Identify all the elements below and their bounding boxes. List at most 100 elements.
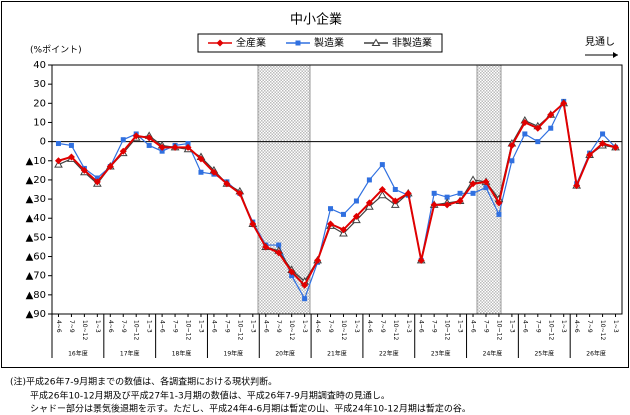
marker	[55, 141, 61, 147]
marker	[371, 38, 381, 46]
y-tick-label: ▲60	[26, 252, 46, 263]
year-label: 24年度	[483, 350, 503, 358]
marker	[534, 124, 542, 132]
y-tick-label: 30	[33, 79, 46, 90]
x-tick-label: 7~9	[120, 320, 127, 333]
marker	[430, 201, 438, 209]
marker	[391, 197, 399, 205]
marker	[339, 226, 347, 234]
marker	[289, 273, 295, 279]
x-tick-label: 10~12	[340, 320, 347, 340]
note: (注)平成26年7-9月期までの数値は、各調査期における現状判断。	[10, 376, 277, 388]
x-tick-label: 7~9	[586, 320, 593, 333]
x-tick-label: 1~3	[612, 320, 619, 333]
marker	[249, 220, 257, 228]
x-tick-label: 4~6	[470, 320, 477, 333]
marker	[120, 137, 126, 143]
chart-title: 中小企業	[290, 12, 342, 28]
marker	[216, 39, 224, 47]
x-tick-label: 1~3	[301, 320, 308, 333]
marker	[444, 194, 450, 200]
marker	[145, 134, 153, 142]
x-tick-label: 1~3	[197, 320, 204, 333]
x-tick-label: 1~3	[560, 320, 567, 333]
y-tick-label: 40	[33, 60, 46, 71]
marker	[483, 185, 489, 191]
marker	[508, 141, 516, 149]
x-tick-label: 10~12	[444, 320, 451, 340]
x-tick-label: 7~9	[68, 320, 75, 333]
note: シャドー部分は景気後退期を示す。ただし、平成24年4-6月期は暫定の山、平成24…	[30, 403, 471, 415]
marker	[548, 125, 554, 131]
marker	[262, 243, 270, 251]
x-tick-label: 4~6	[418, 320, 425, 333]
marker	[547, 111, 555, 119]
marker	[366, 177, 372, 183]
x-tick-label: 10~12	[547, 320, 554, 340]
marker	[210, 168, 218, 176]
x-tick-label: 10~12	[133, 320, 140, 340]
year-label: 16年度	[68, 350, 88, 358]
x-tick-label: 10~12	[495, 320, 502, 340]
x-tick-label: 4~6	[55, 320, 62, 333]
year-label: 19年度	[224, 350, 244, 358]
year-label: 25年度	[534, 350, 554, 358]
marker	[68, 142, 74, 148]
y-tick-label: ▲80	[26, 290, 46, 301]
year-label: 21年度	[327, 350, 347, 358]
marker	[295, 40, 301, 46]
year-label: 26年度	[586, 350, 606, 358]
marker	[379, 162, 385, 168]
marker	[54, 157, 62, 165]
x-tick-label: 4~6	[262, 320, 269, 333]
marker	[94, 175, 100, 181]
y-tick-label: ▲10	[26, 156, 46, 167]
x-tick-label: 10~12	[236, 320, 243, 340]
marker	[586, 151, 594, 159]
x-tick-label: 1~3	[249, 320, 256, 333]
marker	[469, 180, 477, 188]
marker	[573, 182, 581, 190]
year-label: 17年度	[120, 350, 140, 358]
legend-label: 製造業	[314, 36, 344, 49]
marker	[365, 199, 373, 207]
marker	[301, 281, 309, 289]
marker	[80, 166, 88, 174]
x-tick-label: 7~9	[327, 320, 334, 333]
marker	[198, 169, 204, 175]
forecast-arrow-head	[613, 52, 618, 58]
marker	[67, 153, 75, 161]
x-tick-label: 1~3	[508, 320, 515, 333]
marker	[236, 189, 244, 197]
x-tick-label: 1~3	[457, 320, 464, 333]
x-tick-label: 10~12	[81, 320, 88, 340]
marker	[417, 256, 425, 264]
legend-label: 全産業	[236, 36, 266, 49]
marker	[377, 190, 387, 199]
marker	[119, 147, 127, 155]
marker	[288, 268, 296, 276]
marker	[392, 187, 398, 192]
marker	[457, 190, 463, 196]
marker	[93, 178, 101, 186]
y-unit: (%ポイント)	[30, 45, 82, 56]
marker	[184, 143, 192, 151]
marker	[470, 190, 476, 196]
marker	[132, 132, 140, 140]
marker	[185, 141, 191, 147]
marker	[340, 211, 346, 217]
y-tick-label: ▲90	[26, 309, 46, 320]
marker	[443, 201, 451, 209]
marker	[328, 206, 334, 212]
note: 平成26年10-12月期及び平成27年1-3月期の数値は、平成26年7-9月期調…	[30, 390, 390, 402]
x-tick-label: 7~9	[534, 320, 541, 333]
x-tick-label: 7~9	[379, 320, 386, 333]
x-tick-label: 7~9	[275, 320, 282, 333]
x-tick-label: 1~3	[94, 320, 101, 333]
x-tick-label: 1~3	[353, 320, 360, 333]
marker	[560, 99, 568, 107]
y-tick-label: ▲40	[26, 213, 46, 224]
marker	[509, 158, 515, 164]
recession-shade	[257, 64, 311, 315]
